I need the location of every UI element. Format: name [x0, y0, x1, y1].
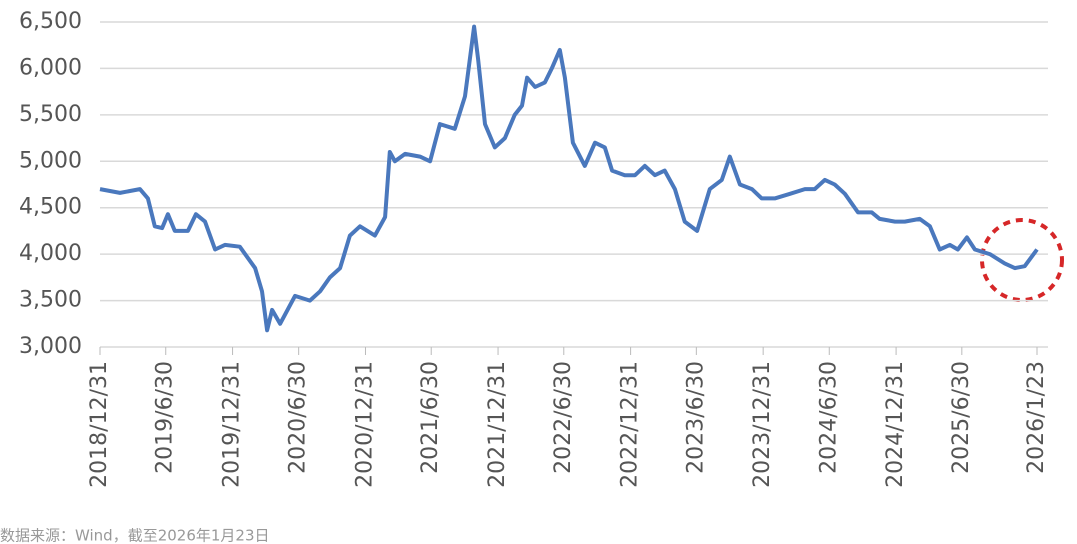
x-tick-label: 2023/12/31 [750, 361, 775, 488]
y-tick-label: 6,000 [19, 55, 82, 80]
x-tick-label: 2018/12/31 [87, 361, 112, 488]
x-tick-label: 2020/6/30 [286, 361, 311, 474]
y-tick-label: 4,500 [19, 195, 82, 220]
x-tick-label: 2024/6/30 [816, 361, 841, 474]
y-tick-label: 6,500 [19, 9, 82, 34]
highlight-circle [980, 218, 1064, 302]
x-tick-label: 2021/6/30 [418, 361, 443, 474]
x-tick-label: 2023/6/30 [683, 361, 708, 474]
x-tick-label: 2019/12/31 [220, 361, 245, 488]
x-tick-label: 2022/6/30 [551, 361, 576, 474]
source-note: 数据来源：Wind，截至2026年1月23日 [0, 527, 270, 544]
x-tick-label: 2020/12/31 [352, 361, 377, 488]
y-tick-label: 5,000 [19, 148, 82, 173]
y-tick-label: 3,500 [19, 288, 82, 313]
x-tick-label: 2019/6/30 [153, 361, 178, 474]
y-tick-label: 3,000 [19, 334, 82, 359]
x-tick-label: 2026/1/23 [1024, 361, 1049, 474]
data-line [99, 24, 1039, 333]
x-tick-label: 2025/6/30 [949, 361, 974, 474]
x-tick-label: 2024/12/31 [883, 361, 908, 488]
y-tick-label: 5,500 [19, 102, 82, 127]
x-tick-label: 2022/12/31 [618, 361, 643, 488]
x-tick-label: 2021/12/31 [485, 361, 510, 488]
y-tick-label: 4,000 [19, 241, 82, 266]
